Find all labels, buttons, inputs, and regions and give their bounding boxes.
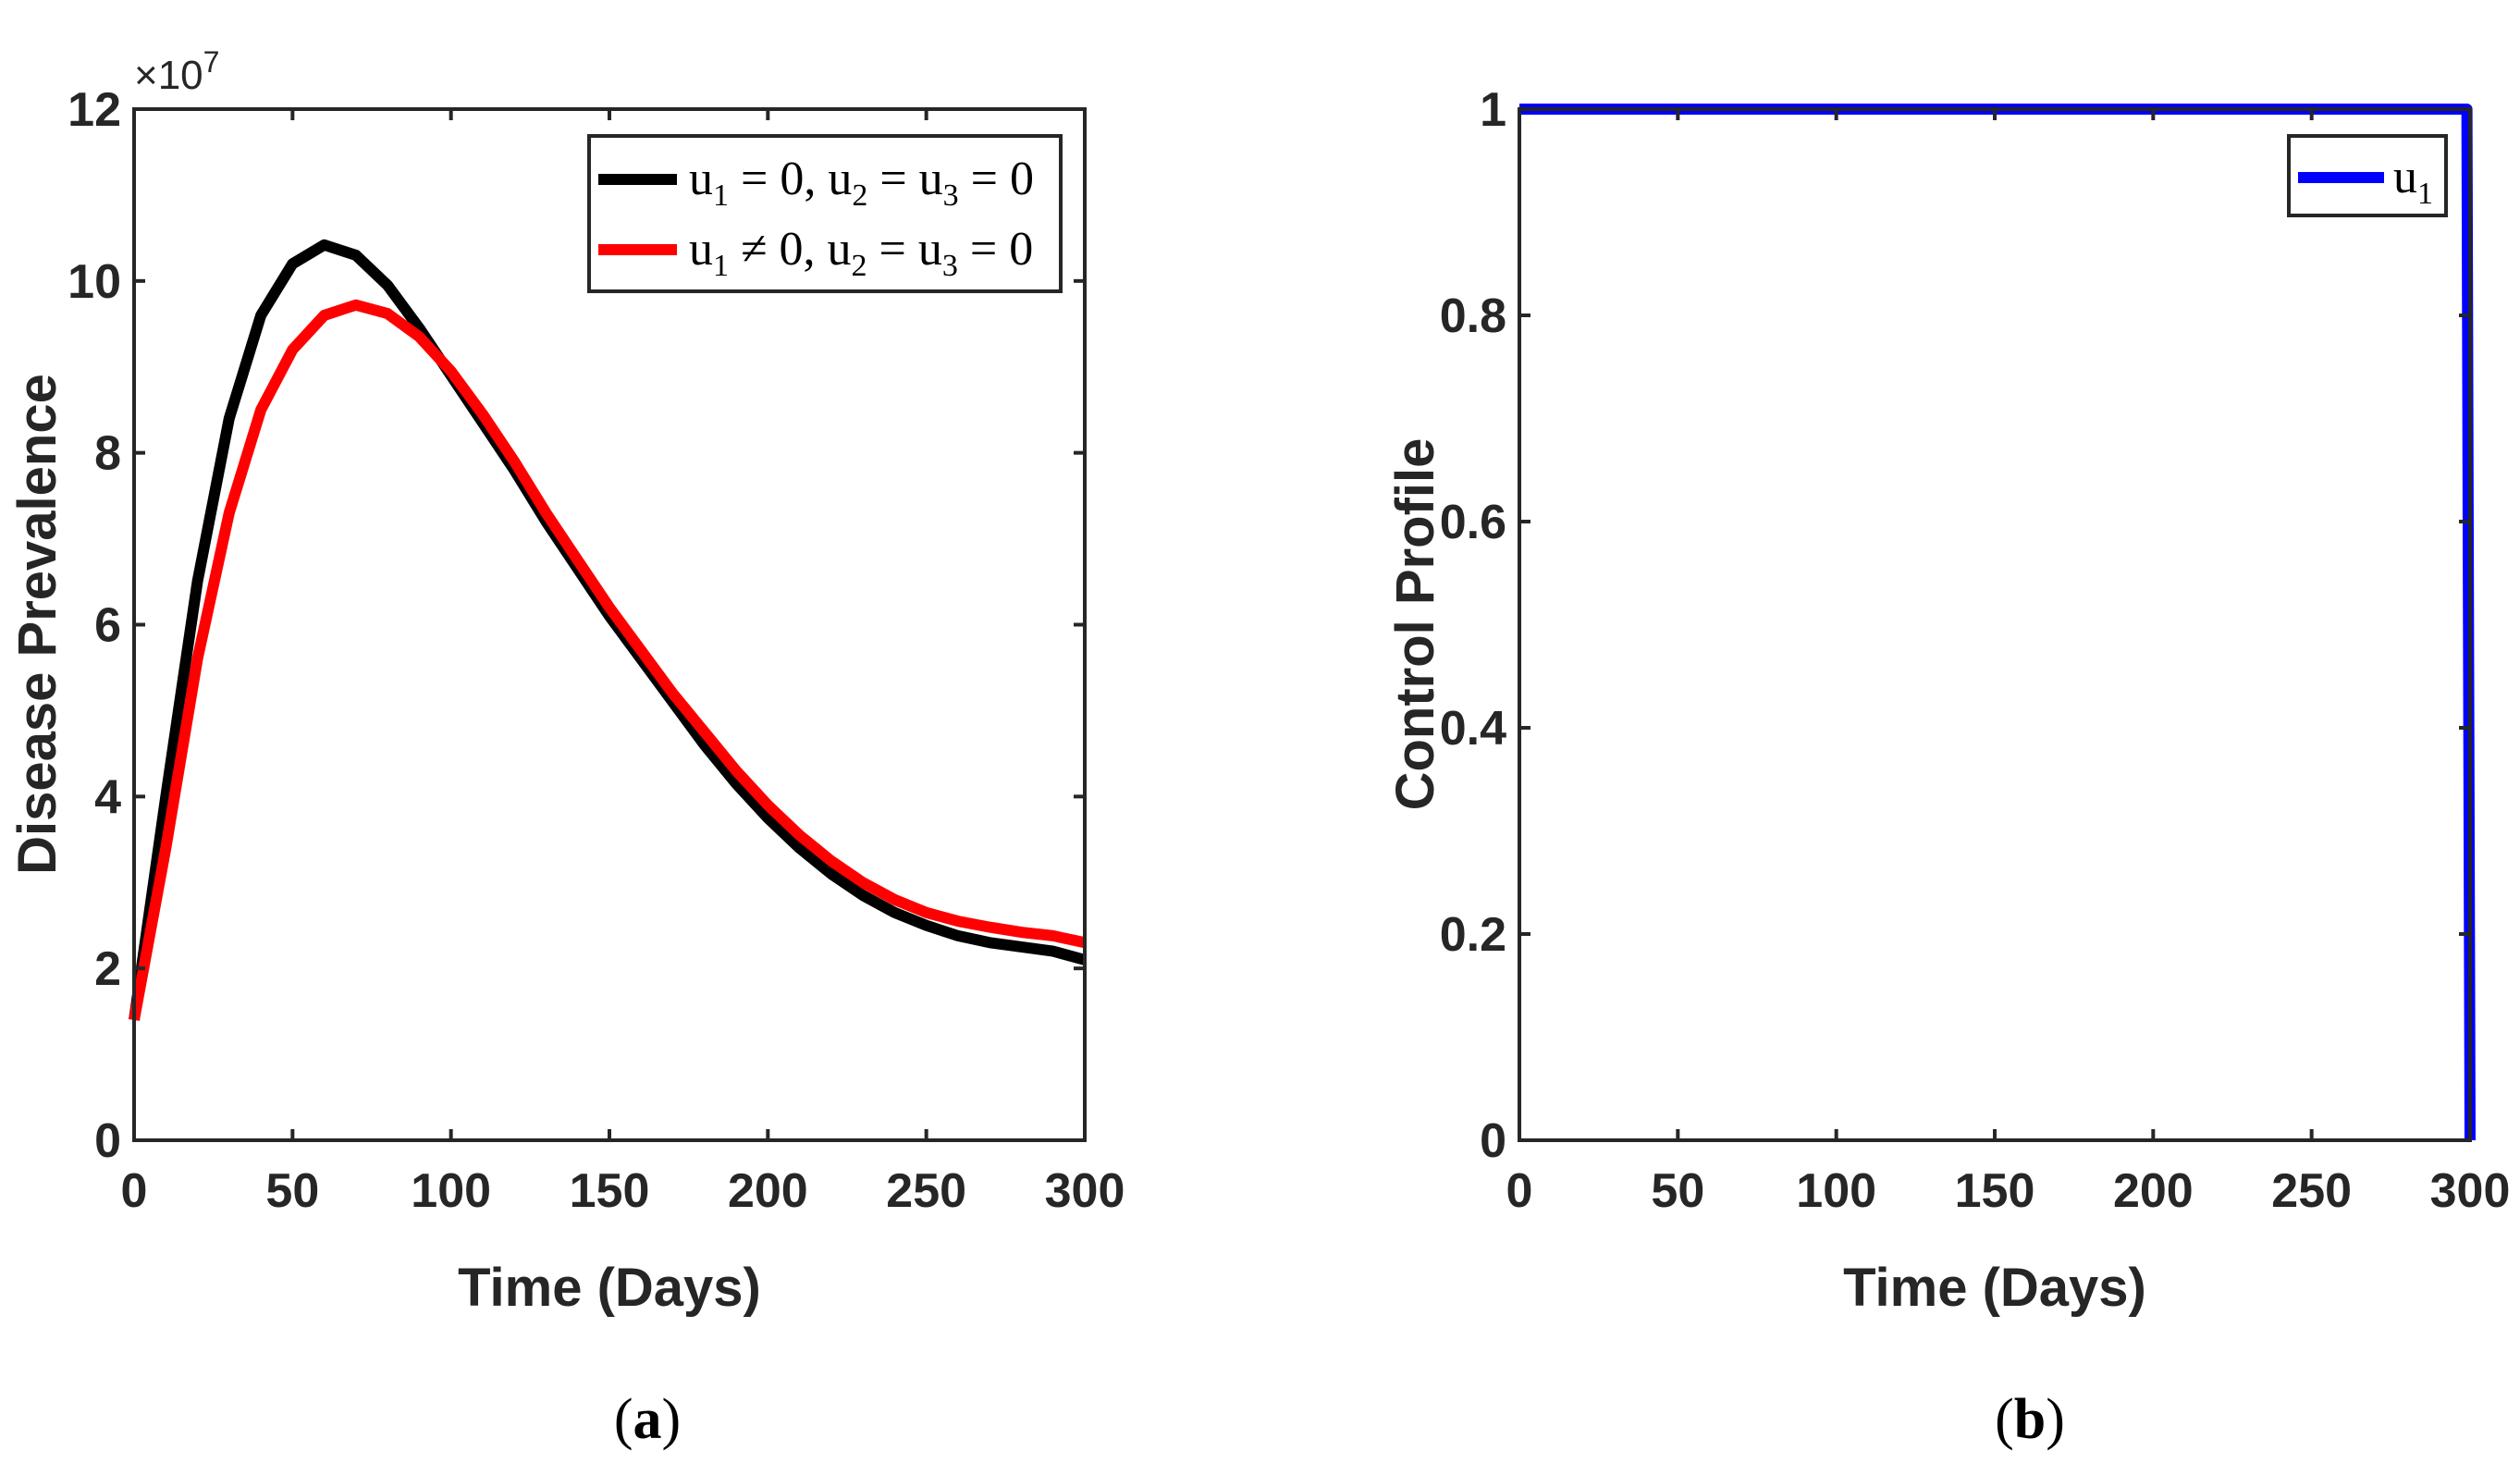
panel-a-x-tick-label-3: 150 <box>570 1164 650 1218</box>
panel-a-y-scale-base: ×10 <box>134 53 203 98</box>
panel-b-control-profile-chart: 0 50 100 150 200 250 300 0 0.2 0.4 0.6 0.8 1 Time (… <box>1385 83 2510 1451</box>
panel-a-y-tick-label-3: 6 <box>94 599 121 653</box>
panel-a-x-axis-label: Time (Days) <box>458 1258 761 1318</box>
panel-a-y-tick-label-5: 10 <box>68 255 121 309</box>
panel-b-x-tick-label-2: 100 <box>1796 1164 1876 1218</box>
panel-a-legend-entry-1: u1 ≠ 0, u2 = u3 = 0 <box>689 223 1033 283</box>
panel-a-y-tick-label-1: 2 <box>94 942 121 996</box>
panel-a-y-ticks: 0 2 4 6 8 10 12 <box>68 83 1085 1168</box>
panel-a-disease-prevalence-chart: 0 50 100 150 200 250 300 0 2 4 6 8 10 12 ×107 Time (… <box>7 45 1125 1451</box>
panel-a-x-tick-label-5: 250 <box>886 1164 966 1218</box>
panel-b-x-axis-label: Time (Days) <box>1843 1258 2146 1318</box>
panel-a-series-line-1 <box>129 299 1087 1021</box>
panel-a-y-tick-label-2: 4 <box>94 770 121 824</box>
panel-b-y-tick-label-2: 0.4 <box>1440 702 1506 756</box>
panel-b-x-tick-label-6: 300 <box>2430 1164 2511 1218</box>
panel-a-legend: u1 = 0, u2 = u3 = 0 u1 ≠ 0, u2 = u3 = 0 <box>587 134 1063 293</box>
panel-b-x-tick-label-3: 150 <box>1955 1164 2035 1218</box>
panel-a-x-ticks: 0 50 100 150 200 250 300 <box>121 109 1125 1218</box>
panel-b-x-tick-label-5: 250 <box>2271 1164 2352 1218</box>
panel-b-y-tick-label-5: 1 <box>1480 83 1506 137</box>
panel-b-y-tick-label-3: 0.6 <box>1440 496 1506 549</box>
panel-b-plot-area <box>1519 109 2470 1140</box>
panel-a-y-scale-exponent: 7 <box>203 45 220 79</box>
panel-a-legend-entry-0: u1 = 0, u2 = u3 = 0 <box>689 153 1034 213</box>
panel-a-y-tick-label-6: 12 <box>68 83 121 137</box>
panel-b-x-ticks: 0 50 100 150 200 250 300 <box>1506 109 2511 1218</box>
panel-a-legend-box <box>587 134 1063 293</box>
panel-a-x-tick-label-6: 300 <box>1045 1164 1125 1218</box>
panel-b-caption: (b) <box>1995 1388 2065 1451</box>
panel-a-series-group <box>129 239 1087 1021</box>
panel-a-y-tick-label-0: 0 <box>94 1114 121 1168</box>
panel-b-x-tick-label-4: 200 <box>2113 1164 2194 1218</box>
panel-a-y-axis-label: Disease Prevalence <box>7 374 68 875</box>
panel-a-x-tick-label-2: 100 <box>411 1164 491 1218</box>
panel-a-x-tick-label-0: 0 <box>121 1164 148 1218</box>
panel-a-x-tick-label-1: 50 <box>265 1164 319 1218</box>
panel-b-y-tick-label-0: 0 <box>1480 1114 1506 1168</box>
panel-a-caption: (a) <box>614 1388 681 1451</box>
panel-b-legend-entry-0: u1 <box>2393 151 2433 211</box>
panel-a-x-tick-label-4: 200 <box>728 1164 808 1218</box>
panel-b-x-tick-label-1: 50 <box>1651 1164 1704 1218</box>
panel-b-y-ticks: 0 0.2 0.4 0.6 0.8 1 <box>1440 83 2470 1168</box>
panel-b-y-tick-label-4: 0.8 <box>1440 289 1506 343</box>
panel-b-y-axis-label: Control Profile <box>1385 438 1445 811</box>
panel-b-x-tick-label-0: 0 <box>1506 1164 1533 1218</box>
panel-a-y-tick-label-4: 8 <box>94 427 121 481</box>
panel-a-y-scale-label: ×107 <box>134 45 219 98</box>
panel-b-legend: u1 <box>2287 134 2448 217</box>
panel-b-y-tick-label-1: 0.2 <box>1440 908 1506 962</box>
